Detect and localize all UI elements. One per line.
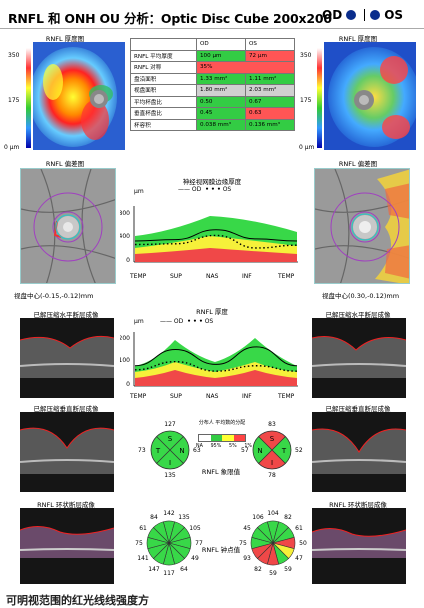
svg-text:T: T [281,447,287,455]
os-deviation-map [314,168,410,284]
os-thickness-map [324,42,416,150]
clock-value: 84 [150,514,158,521]
os-label: OS [370,8,403,22]
os-oct-circle [312,508,406,584]
normal-distribution-legend [198,434,246,442]
rim-chart: 800 400 0 [120,206,298,264]
os-oct-horizontal-label: 已解压缩水平断层成像 [325,311,391,319]
page-title: RNFL 和 ONH OU 分析：Optic Disc Cube 200x200 [8,11,332,26]
clock-value: 61 [295,525,303,532]
clock-value: 64 [180,566,188,573]
rim-ytick: 0 [126,257,130,264]
table-row: 视盘面积 1.80 mm² 2.03 mm² [130,84,295,97]
clock-value: 141 [137,555,149,562]
svg-text:I: I [169,459,171,467]
rim-ytick: 400 [120,233,130,240]
clock-value: 59 [269,570,277,577]
clock-value: 75 [135,540,143,547]
od-dot-icon [346,10,357,20]
series-line-od [134,229,298,242]
od-oct-vertical-label: 已解压缩垂直断层成像 [33,405,99,413]
os-thickness-map-label: RNFL 厚度图 [338,35,378,43]
od-oct-horizontal [20,318,114,398]
os-oct-circle-label: RNFL 环状断层成像 [329,501,387,509]
svg-text:N: N [179,447,184,455]
table-row: RNFL 平均厚度 100 μm 72 μm [130,49,295,62]
table-row: 平均杯盘比 0.50 0.67 [130,95,295,108]
series-line-od [134,346,298,367]
table-row: 杯容积 0.038 mm³ 0.136 mm³ [130,118,295,131]
svg-text:S: S [168,435,173,443]
normal-distribution-legend-title: 分布人 平均数的分配 [198,420,246,426]
os-disc-center: 视盘中心(0.30,-0.12)mm [322,292,400,300]
clock-value: 82 [284,514,292,521]
od-thickness-map [33,42,125,150]
od-oct-circle-label: RNFL 环状断层成像 [37,501,95,509]
clock-value: 49 [191,555,199,562]
table-row: 垂直杯盘比 0.45 0.63 [130,107,295,120]
bottom-note: 可明视范围的红光线线强度方 [6,594,149,607]
rnfl-ytick: 100 [120,357,130,364]
clock-value: 104 [267,510,279,517]
od-thickness-map-label: RNFL 厚度图 [45,35,85,43]
rnfl-chart: 200 100 0 [120,332,298,388]
clock-value: 47 [295,555,303,562]
svg-text:N: N [257,447,262,455]
clock-value: 93 [243,555,251,562]
od-oct-horizontal-label: 已解压缩水平断层成像 [33,311,99,319]
rim-legend: —— OD • • • OS [178,186,232,193]
quadrant-label: RNFL 象限值 [201,468,241,476]
rnfl-legend: —— OD • • • OS [160,318,214,325]
clock-sector [257,521,274,545]
rnfl-ytick: 200 [120,335,130,342]
od-label: OD [322,8,357,22]
clock-value: 61 [139,525,147,532]
os-oct-vertical-label: 已解压缩垂直断层成像 [325,405,391,413]
clock-label: RNFL 钟点值 [201,546,241,554]
os-deviation-map-label: RNFL 偏差图 [338,160,378,168]
clock-value: 117 [163,570,175,577]
clock-value: 45 [243,525,251,532]
clock-value: 77 [195,540,203,547]
clock-value: 147 [148,566,160,573]
od-deviation-map-label: RNFL 偏差图 [45,160,85,168]
os-oct-vertical [312,412,406,492]
rim-ytick: 800 [120,210,130,217]
clock-value: 142 [163,510,175,517]
clock-sector [153,521,170,545]
od-quadrant-chart: S T N I [150,430,190,470]
clock-value: 105 [189,525,201,532]
clock-value: 50 [299,540,307,547]
od-disc-center: 视盘中心(-0.15,-0.12)mm [14,292,94,300]
os-dot-icon [370,10,380,20]
svg-text:I: I [271,459,273,467]
clock-value: 106 [252,514,264,521]
os-oct-horizontal [312,318,406,398]
rnfl-chart-title: RNFL 厚度 [196,308,228,316]
od-oct-vertical [20,412,114,492]
table-row: RNFL 对称 35% [130,61,295,74]
clock-value: 75 [239,540,247,547]
rim-chart-title: 神经视网膜边缘厚度 [182,178,242,186]
od-oct-circle [20,508,114,584]
series-line-os [134,360,298,372]
od-deviation-map [20,168,116,284]
os-quadrant-chart: S N T I [252,430,292,470]
svg-text:T: T [155,447,161,455]
clock-value: 135 [178,514,190,521]
svg-text:S: S [270,435,275,443]
clock-value: 82 [254,566,262,573]
table-row: 盘沿面积 1.33 mm² 1.11 mm² [130,72,295,85]
metrics-table: OD OS RNFL 平均厚度 100 μm 72 μm RNFL 对称 35% 盘沿面… [130,38,295,131]
clock-value: 59 [284,566,292,573]
rnfl-ytick: 0 [126,381,130,388]
